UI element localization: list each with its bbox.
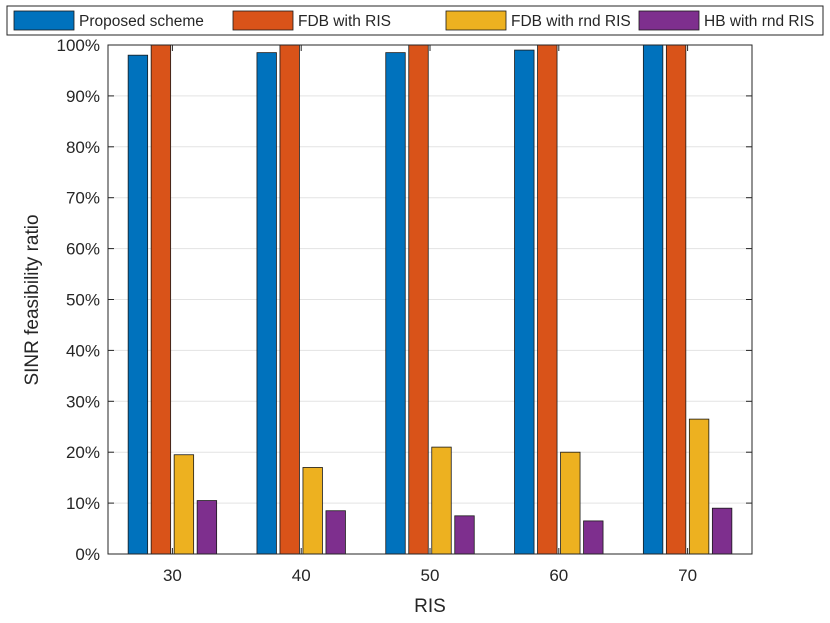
bar-fdb-with-ris-30: [150, 44, 172, 555]
bar-hb-with-rnd-ris-60: [583, 520, 604, 555]
y-axis-label: SINR feasibility ratio: [22, 214, 43, 385]
bar-fdb-with-rnd-ris-40: [302, 467, 323, 555]
y-tick-label: 60%: [66, 240, 100, 259]
x-tick-label: 70: [678, 566, 697, 585]
x-tick-label: 50: [421, 566, 440, 585]
y-tick-label: 100%: [57, 36, 100, 55]
legend-label: FDB with rnd RIS: [511, 13, 631, 30]
grid-lines: [108, 95, 752, 504]
legend: Proposed scheme FDB with RIS FDB with rnd …: [6, 5, 824, 36]
legend-label: HB with rnd RIS: [704, 13, 814, 30]
y-tick-label: 90%: [66, 87, 100, 106]
bar-fdb-with-rnd-ris-30: [173, 454, 195, 555]
x-axis-label: RIS: [414, 596, 446, 617]
axes: 0% 10% 20% 30% 40% 50% 60% 70% 80% 90% 100% 30 40 50 6…: [57, 36, 753, 585]
y-tick-label: 40%: [66, 341, 100, 360]
legend-swatch-fdb-with-rnd-ris: [445, 10, 507, 31]
bars: [127, 44, 733, 555]
legend-swatch-hb-with-rnd-ris: [638, 10, 700, 31]
y-tick-label: 0%: [75, 545, 100, 564]
bar-proposed-scheme-50: [385, 52, 406, 555]
bar-fdb-with-ris-50: [408, 44, 429, 555]
y-tick-label: 80%: [66, 138, 100, 157]
bar-hb-with-rnd-ris-50: [454, 515, 475, 555]
x-tick-label: 40: [292, 566, 311, 585]
bar-hb-with-rnd-ris-70: [711, 507, 733, 555]
legend-label: Proposed scheme: [79, 13, 204, 30]
x-tick-label: 60: [549, 566, 568, 585]
y-tick-label: 50%: [66, 291, 100, 310]
bar-proposed-scheme-70: [642, 44, 664, 555]
y-tick-label: 20%: [66, 443, 100, 462]
x-tick-label: 30: [163, 566, 182, 585]
bar-fdb-with-rnd-ris-60: [560, 451, 581, 555]
y-tick-label: 10%: [66, 494, 100, 513]
bar-proposed-scheme-60: [514, 49, 535, 555]
bar-proposed-scheme-30: [127, 54, 149, 555]
bar-fdb-with-rnd-ris-50: [431, 446, 452, 555]
bar-fdb-with-ris-70: [665, 44, 687, 555]
y-tick-label: 30%: [66, 392, 100, 411]
bar-proposed-scheme-40: [256, 52, 277, 555]
bar-hb-with-rnd-ris-30: [196, 500, 218, 555]
bar-fdb-with-rnd-ris-70: [688, 418, 710, 555]
y-tick-label: 70%: [66, 189, 100, 208]
bar-hb-with-rnd-ris-40: [325, 510, 346, 555]
bar-fdb-with-ris-40: [279, 44, 300, 555]
legend-swatch-proposed-scheme: [13, 10, 75, 31]
bar-fdb-with-ris-60: [537, 44, 558, 555]
legend-swatch-fdb-with-ris: [232, 10, 294, 31]
plot-frame: [107, 44, 753, 555]
legend-label: FDB with RIS: [298, 13, 391, 30]
